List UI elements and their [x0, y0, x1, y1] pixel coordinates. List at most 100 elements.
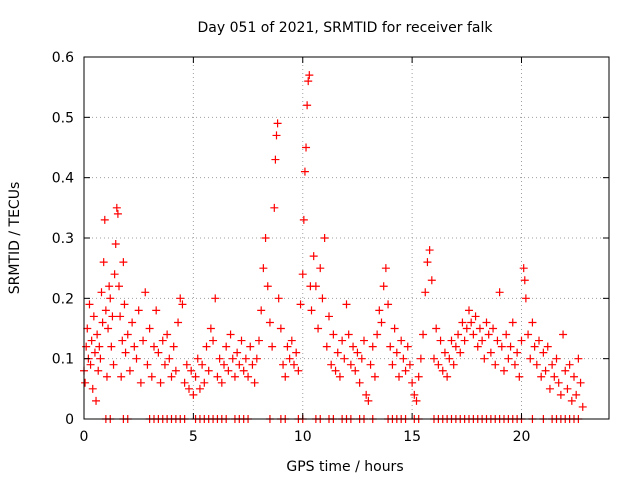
data-point: [211, 294, 220, 303]
chart-title: Day 051 of 2021, SRMTID for receiver fal…: [198, 20, 494, 36]
data-point: [344, 330, 353, 339]
data-point: [445, 354, 454, 363]
data-point: [115, 282, 123, 291]
x-tick-label: 20: [513, 429, 531, 445]
y-tick-label: 0.2: [52, 291, 74, 307]
data-point: [386, 342, 395, 351]
data-point: [327, 360, 336, 369]
data-point: [239, 366, 248, 375]
data-point: [384, 300, 393, 309]
data-point: [222, 342, 231, 351]
data-point: [530, 342, 539, 351]
data-point: [150, 342, 158, 351]
data-point: [105, 282, 114, 291]
data-point: [250, 378, 259, 387]
y-tick-label: 0.4: [52, 171, 74, 187]
data-point: [462, 324, 471, 333]
data-point: [311, 282, 320, 291]
data-point: [303, 101, 312, 110]
data-point: [141, 288, 150, 297]
data-point: [89, 312, 98, 321]
data-point: [158, 336, 167, 345]
data-point: [388, 360, 397, 369]
data-point: [139, 336, 148, 345]
data-point: [274, 294, 283, 303]
x-tick-label: 10: [294, 429, 312, 445]
data-point: [307, 306, 316, 315]
data-point: [220, 360, 228, 369]
data-point: [454, 330, 463, 339]
data-point: [565, 360, 574, 369]
data-point: [292, 348, 301, 357]
data-point: [532, 360, 541, 369]
data-point: [110, 270, 119, 279]
data-point: [174, 318, 183, 327]
data-point: [100, 215, 109, 224]
data-point: [132, 354, 141, 363]
data-point: [268, 342, 277, 351]
data-point: [458, 318, 467, 327]
data-point: [95, 342, 104, 351]
data-point: [414, 372, 423, 381]
data-point: [87, 336, 96, 345]
data-point: [438, 366, 447, 375]
y-tick-label: 0.5: [52, 110, 74, 126]
data-point: [224, 366, 233, 375]
data-point: [107, 342, 116, 351]
data-point: [351, 366, 360, 375]
data-point: [502, 330, 511, 339]
data-point: [320, 234, 329, 242]
data-point: [460, 336, 469, 345]
y-axis-label: SRMTID / TECUs: [7, 182, 23, 295]
data-point: [362, 390, 371, 399]
data-point: [360, 336, 368, 345]
data-point: [570, 372, 578, 381]
data-point: [491, 360, 500, 369]
data-point: [397, 336, 406, 345]
data-point: [465, 306, 473, 315]
data-point: [519, 264, 528, 273]
data-point: [112, 203, 121, 212]
data-point: [145, 324, 154, 333]
data-point: [515, 372, 524, 381]
data-point: [333, 348, 342, 357]
data-point: [370, 372, 379, 381]
data-point: [392, 348, 401, 357]
data-point: [94, 366, 103, 375]
data-point: [252, 354, 261, 363]
data-point: [366, 360, 375, 369]
data-point: [147, 372, 156, 381]
x-tick-label: 5: [189, 429, 198, 445]
data-point: [165, 354, 174, 363]
data-point: [108, 312, 117, 321]
data-point: [152, 306, 161, 315]
data-point: [244, 372, 253, 381]
data-point: [403, 342, 412, 351]
data-point: [86, 360, 95, 369]
data-point: [160, 360, 169, 369]
data-point: [427, 276, 436, 285]
data-point: [285, 354, 294, 363]
data-point: [134, 306, 143, 315]
data-point: [500, 366, 508, 375]
data-point: [578, 402, 587, 411]
data-point: [265, 318, 274, 327]
data-point: [548, 360, 557, 369]
data-point: [443, 372, 452, 381]
data-point: [287, 336, 296, 345]
data-point: [475, 324, 484, 333]
data-point: [121, 348, 130, 357]
data-point: [178, 300, 187, 309]
data-point: [185, 384, 193, 393]
data-point: [187, 366, 196, 375]
data-point: [281, 372, 290, 381]
data-point: [469, 330, 478, 339]
data-point: [537, 372, 546, 381]
data-point: [325, 312, 333, 321]
data-point: [335, 372, 344, 381]
data-point: [495, 288, 504, 297]
data-point: [204, 366, 213, 375]
data-point: [98, 318, 107, 327]
data-point: [93, 330, 102, 339]
